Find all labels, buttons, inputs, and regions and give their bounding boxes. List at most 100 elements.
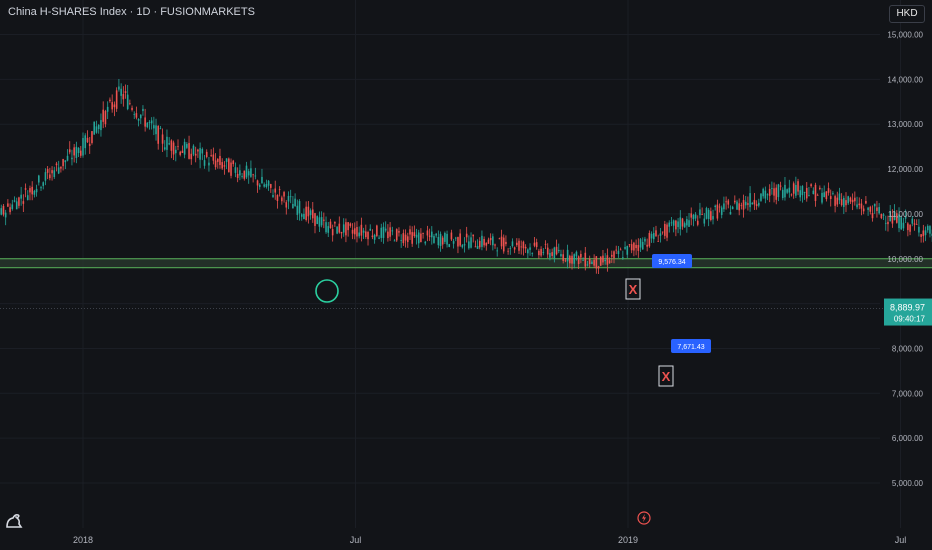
candle-body xyxy=(300,214,303,217)
candle-body xyxy=(236,173,239,178)
candle-body xyxy=(909,225,911,232)
price-tag-countdown: 09:40:17 xyxy=(894,315,926,324)
candle-body xyxy=(617,250,620,255)
candle-body xyxy=(93,121,96,135)
candle-body xyxy=(481,235,483,247)
candle-body xyxy=(529,247,531,250)
candle-body xyxy=(498,238,501,240)
candle-body xyxy=(668,222,671,227)
y-tick-label: 10,000.00 xyxy=(887,255,923,264)
candle-body xyxy=(351,229,354,234)
x-tick-label: 2018 xyxy=(73,535,93,545)
candle-body xyxy=(871,213,874,219)
candle-body xyxy=(753,199,756,205)
candle-body xyxy=(478,240,481,248)
flash-event-icon[interactable] xyxy=(637,511,651,530)
candle-body xyxy=(389,227,391,237)
candle-body xyxy=(834,196,836,206)
candle-body xyxy=(655,230,657,237)
candle-body xyxy=(714,205,716,208)
candle-body xyxy=(492,236,494,246)
candle-body xyxy=(786,189,788,193)
candle-body xyxy=(371,235,374,238)
candle-body xyxy=(851,199,854,203)
candle-body xyxy=(516,242,518,246)
candle-body xyxy=(95,126,98,133)
candle-body xyxy=(281,197,283,202)
tradingview-logo-icon[interactable] xyxy=(4,510,24,535)
candle-body xyxy=(648,232,651,247)
candle-body xyxy=(729,212,732,215)
candle-body xyxy=(329,221,332,229)
candle-body xyxy=(186,143,188,148)
candle-body xyxy=(102,109,104,122)
candle-body xyxy=(569,255,571,264)
candle-body xyxy=(393,240,396,242)
candle-body xyxy=(690,213,693,218)
y-tick-label: 5,000.00 xyxy=(892,479,924,488)
candle-body xyxy=(805,188,808,199)
candle-body xyxy=(457,237,459,247)
candle-body xyxy=(602,255,604,263)
candle-body xyxy=(31,186,33,195)
candle-body xyxy=(35,188,38,193)
candle-body xyxy=(836,197,839,205)
candle-body xyxy=(692,214,695,220)
candle-body xyxy=(446,233,448,245)
candle-body xyxy=(88,143,91,147)
candle-body xyxy=(884,222,887,224)
candle-body xyxy=(318,217,321,227)
candle-body xyxy=(666,224,668,238)
candle-body xyxy=(311,209,314,219)
candle-body xyxy=(664,224,666,236)
candle-body xyxy=(358,232,360,237)
candle-body xyxy=(422,232,424,234)
candle-body xyxy=(847,196,850,204)
currency-button[interactable]: HKD xyxy=(889,5,925,23)
candle-body xyxy=(172,142,175,155)
x-mark-box xyxy=(658,365,674,387)
candle-body xyxy=(100,120,102,131)
candle-body xyxy=(33,190,36,195)
candle-body xyxy=(823,192,825,198)
candle-body xyxy=(150,120,153,124)
candle-body xyxy=(760,193,762,201)
candle-body xyxy=(115,90,118,109)
candle-body xyxy=(843,197,845,207)
candle-body xyxy=(426,230,429,236)
y-tick-label: 8,000.00 xyxy=(892,344,924,353)
candle-body xyxy=(49,174,51,179)
candle-body xyxy=(461,245,464,248)
candle-body xyxy=(42,182,45,186)
candle-body xyxy=(338,223,341,233)
candle-body xyxy=(635,244,637,249)
candle-body xyxy=(406,236,409,243)
candle-body xyxy=(247,171,250,176)
candle-body xyxy=(15,201,18,210)
candles xyxy=(0,79,932,274)
candle-body xyxy=(126,94,129,110)
candle-body xyxy=(199,148,201,160)
candle-body xyxy=(869,206,872,212)
candle-body xyxy=(734,200,736,203)
candle-body xyxy=(586,264,589,266)
candle-body xyxy=(208,162,210,166)
candle-body xyxy=(749,193,751,208)
candle-body xyxy=(216,158,219,162)
price-tag-bg xyxy=(884,298,932,326)
candle-body xyxy=(437,237,440,246)
candle-body xyxy=(661,231,664,233)
candle-body xyxy=(314,213,316,226)
candle-body xyxy=(562,254,564,261)
candle-body xyxy=(142,108,144,112)
candle-body xyxy=(788,187,791,193)
candle-body xyxy=(398,231,400,233)
candle-body xyxy=(696,220,699,225)
candle-body xyxy=(522,241,525,249)
candle-body xyxy=(402,233,405,244)
candle-body xyxy=(84,135,87,149)
candle-body xyxy=(349,223,352,226)
candle-body xyxy=(825,191,828,200)
